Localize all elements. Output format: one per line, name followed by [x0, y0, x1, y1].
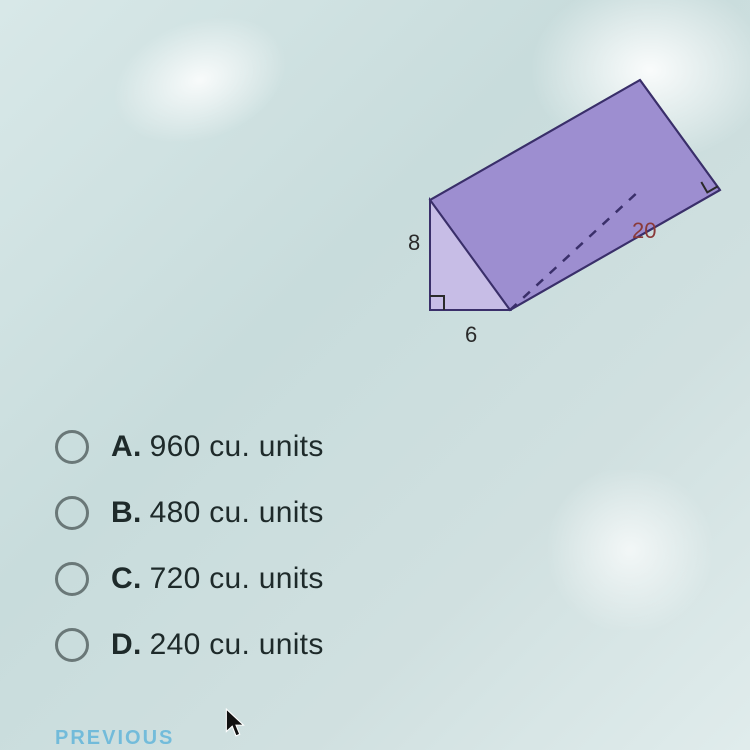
prism-diagram: 8 6 20: [380, 40, 740, 360]
dimension-label-height: 8: [408, 230, 420, 256]
option-label: B.480 cu. units: [111, 496, 324, 530]
radio-icon[interactable]: [55, 430, 89, 464]
option-d[interactable]: D.240 cu. units: [55, 628, 324, 662]
radio-icon[interactable]: [55, 562, 89, 596]
screen-glare: [95, 0, 305, 167]
dimension-label-length: 20: [632, 218, 656, 244]
option-b[interactable]: B.480 cu. units: [55, 496, 324, 530]
cursor-icon: [225, 708, 247, 738]
radio-icon[interactable]: [55, 496, 89, 530]
previous-button-hint[interactable]: PREVIOUS: [55, 727, 174, 750]
prism-svg: [380, 40, 740, 360]
option-label: D.240 cu. units: [111, 628, 324, 662]
option-label: A.960 cu. units: [111, 430, 324, 464]
option-label: C.720 cu. units: [111, 562, 324, 596]
answer-options: A.960 cu. units B.480 cu. units C.720 cu…: [55, 430, 324, 662]
radio-icon[interactable]: [55, 628, 89, 662]
option-a[interactable]: A.960 cu. units: [55, 430, 324, 464]
dimension-label-base: 6: [465, 322, 477, 348]
option-c[interactable]: C.720 cu. units: [55, 562, 324, 596]
screen-glare: [540, 470, 720, 630]
